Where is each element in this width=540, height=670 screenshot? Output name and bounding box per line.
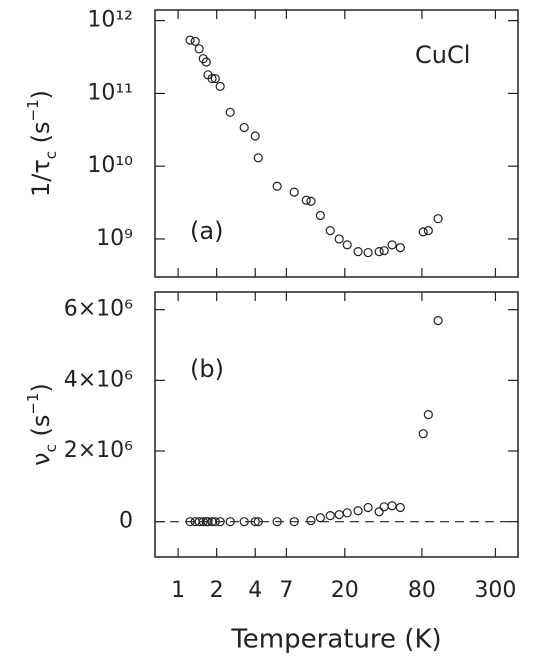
data-point xyxy=(198,54,208,64)
data-point xyxy=(225,107,235,117)
data-point xyxy=(342,508,352,518)
y-axis-label-part: (s xyxy=(27,415,55,445)
data-point xyxy=(433,316,443,326)
data-point xyxy=(315,210,325,221)
data-point xyxy=(301,195,311,205)
y-axis-label-part: (s xyxy=(27,121,55,151)
data-point xyxy=(253,517,263,527)
y-axis-label-part: −1 xyxy=(24,99,42,121)
data-point xyxy=(374,247,384,257)
data-point xyxy=(353,247,363,257)
plot-frame xyxy=(154,9,519,278)
x-tick-label: 2 xyxy=(210,578,224,603)
data-point xyxy=(194,517,204,527)
data-point xyxy=(239,122,249,133)
annotation: (b) xyxy=(190,355,224,383)
y-axis-label-part: ) xyxy=(27,383,55,392)
data-point xyxy=(433,214,443,224)
y-axis-label-part: ν xyxy=(27,452,55,465)
data-point xyxy=(325,511,335,521)
y-tick-label: 0 xyxy=(119,509,133,534)
x-tick-label: 20 xyxy=(331,578,359,603)
data-point xyxy=(215,81,225,91)
data-point xyxy=(201,57,211,67)
data-point xyxy=(185,517,195,527)
data-point xyxy=(325,226,335,236)
data-point xyxy=(363,247,373,258)
data-point xyxy=(253,153,263,163)
plot-frame xyxy=(154,291,519,558)
data-point xyxy=(198,517,208,527)
y-axis-label: νc (s−1) xyxy=(24,383,60,466)
x-tick-label: 80 xyxy=(408,578,436,603)
data-point xyxy=(207,73,217,84)
data-point xyxy=(387,501,397,511)
data-point xyxy=(225,517,235,527)
data-point xyxy=(239,517,249,527)
y-axis-label-part: c xyxy=(42,444,60,452)
x-tick-label: 1 xyxy=(171,578,185,603)
y-tick-label: 10¹² xyxy=(87,8,133,33)
data-point xyxy=(190,36,200,46)
y-tick-label: 6×10⁶ xyxy=(64,297,133,322)
data-point xyxy=(334,234,344,244)
y-tick-label: 4×10⁶ xyxy=(64,367,133,392)
data-point xyxy=(395,243,405,253)
data-point xyxy=(418,227,428,237)
data-point xyxy=(315,513,325,523)
y-tick-label: 10¹⁰ xyxy=(87,153,133,178)
data-point xyxy=(395,502,405,513)
y-axis-label-part: 1/τ xyxy=(27,159,55,197)
data-point xyxy=(423,226,433,236)
y-tick-label: 10⁹ xyxy=(96,226,133,251)
data-point xyxy=(379,246,389,256)
data-point xyxy=(250,517,260,527)
data-point xyxy=(387,240,397,250)
x-tick-label: 4 xyxy=(248,578,262,603)
x-tick-label: 7 xyxy=(279,578,293,603)
data-point xyxy=(272,181,282,191)
data-point xyxy=(210,517,220,527)
data-point xyxy=(423,410,433,420)
y-axis-label-part: c xyxy=(42,151,60,159)
x-tick-label: 300 xyxy=(474,578,516,603)
data-point xyxy=(185,35,195,45)
data-point xyxy=(418,429,428,439)
y-axis-label-part: ) xyxy=(27,90,55,99)
data-point xyxy=(306,516,316,526)
data-point xyxy=(215,517,225,527)
data-point xyxy=(379,502,389,512)
annotation: CuCl xyxy=(415,41,470,69)
data-point xyxy=(353,506,363,516)
data-point xyxy=(250,131,260,141)
y-tick-label: 10¹¹ xyxy=(87,80,133,105)
data-point xyxy=(363,502,373,513)
data-point xyxy=(289,187,299,197)
data-point xyxy=(306,196,316,206)
data-point xyxy=(342,240,352,250)
data-point xyxy=(289,517,299,527)
annotation: (a) xyxy=(190,217,223,245)
y-tick-label: 2×10⁶ xyxy=(64,438,133,463)
y-axis-label: 1/τc (s−1) xyxy=(24,90,60,197)
data-point xyxy=(203,517,213,527)
x-axis-label: Temperature (K) xyxy=(230,625,441,655)
data-point xyxy=(194,44,204,54)
data-point xyxy=(210,73,220,84)
data-point xyxy=(272,517,282,527)
y-axis-label-part: −1 xyxy=(24,393,42,415)
data-point xyxy=(374,507,384,517)
data-point xyxy=(334,509,344,520)
